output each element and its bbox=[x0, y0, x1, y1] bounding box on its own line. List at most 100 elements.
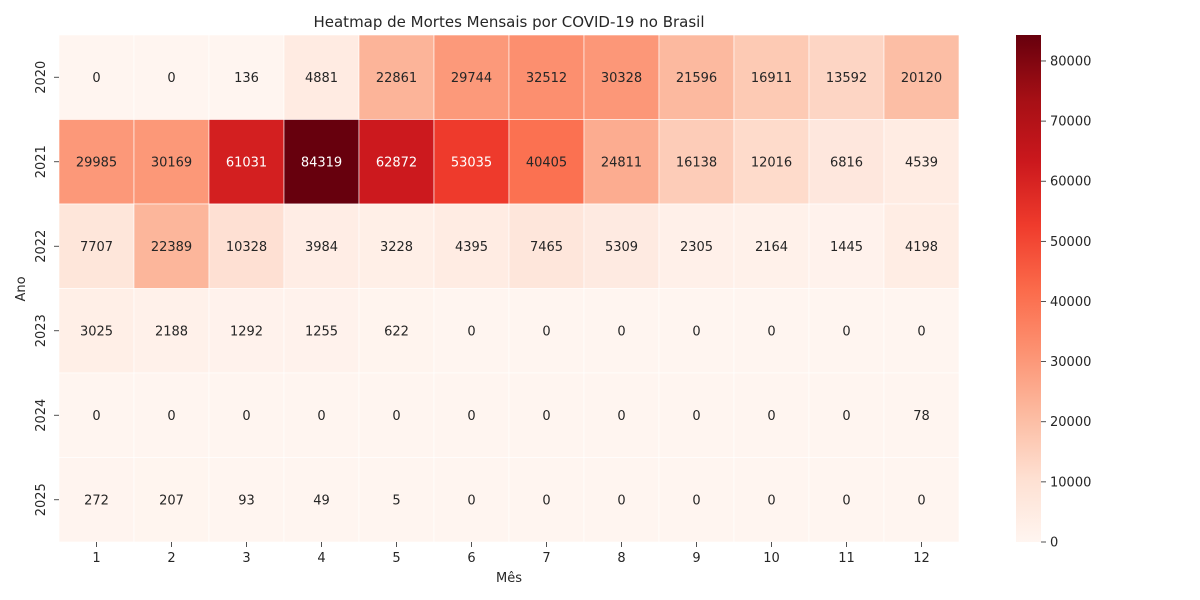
x-tick-label: 7 bbox=[542, 551, 550, 566]
cell-value-label: 78 bbox=[913, 409, 930, 424]
cell-value-label: 0 bbox=[467, 324, 475, 339]
cell-value-label: 0 bbox=[767, 493, 775, 508]
cell-value-label: 0 bbox=[392, 409, 400, 424]
colorbar bbox=[1016, 35, 1041, 542]
x-tick-label: 4 bbox=[317, 551, 325, 566]
heatmap-cell bbox=[733, 119, 810, 205]
x-tick-label: 8 bbox=[617, 551, 625, 566]
cell-value-label: 0 bbox=[617, 493, 625, 508]
x-tick-label: 9 bbox=[692, 551, 700, 566]
heatmap-cell bbox=[733, 457, 810, 543]
cell-value-label: 0 bbox=[617, 409, 625, 424]
cell-value-label: 272 bbox=[84, 493, 109, 508]
cell-value-label: 13592 bbox=[826, 71, 867, 86]
y-tick-label: 2024 bbox=[34, 399, 49, 432]
cell-value-label: 61031 bbox=[226, 155, 267, 170]
cell-value-label: 16911 bbox=[751, 71, 792, 86]
x-tick-label: 6 bbox=[467, 551, 475, 566]
heatmap-cell bbox=[133, 119, 210, 205]
heatmap-cell bbox=[283, 457, 360, 543]
cell-value-label: 29744 bbox=[451, 71, 492, 86]
cell-value-label: 207 bbox=[159, 493, 184, 508]
cell-value-label: 3984 bbox=[305, 240, 338, 255]
cell-value-label: 93 bbox=[238, 493, 255, 508]
cell-value-label: 1292 bbox=[230, 324, 263, 339]
y-axis-label: Ano bbox=[14, 276, 29, 301]
cell-value-label: 136 bbox=[234, 71, 259, 86]
heatmap-cell bbox=[583, 372, 660, 458]
heatmap-cell bbox=[583, 34, 660, 120]
heatmap-cell bbox=[883, 288, 960, 374]
heatmap-cell bbox=[808, 203, 885, 289]
colorbar-tick-label: 0 bbox=[1050, 536, 1058, 551]
heatmap-cells: 0 0 136 4881 22861 29744 32512 30328 21596 16911 1… bbox=[58, 34, 960, 543]
heatmap-cell bbox=[433, 34, 510, 120]
heatmap-cell bbox=[58, 457, 135, 543]
heatmap-cell bbox=[358, 34, 435, 120]
y-tick-label: 2022 bbox=[34, 230, 49, 263]
heatmap-cell bbox=[283, 288, 360, 374]
heatmap-cell bbox=[508, 119, 585, 205]
cell-value-label: 1255 bbox=[305, 324, 338, 339]
heatmap-cell bbox=[733, 34, 810, 120]
x-tick-label: 1 bbox=[92, 551, 100, 566]
y-tick-label: 2023 bbox=[34, 314, 49, 347]
cell-value-label: 12016 bbox=[751, 155, 792, 170]
cell-value-label: 0 bbox=[92, 71, 100, 86]
x-tick-label: 5 bbox=[392, 551, 400, 566]
y-tick-label: 2025 bbox=[34, 483, 49, 516]
cell-value-label: 5309 bbox=[605, 240, 638, 255]
cell-value-label: 0 bbox=[842, 493, 850, 508]
cell-value-label: 29985 bbox=[76, 155, 117, 170]
cell-value-label: 0 bbox=[467, 409, 475, 424]
heatmap-cell bbox=[808, 457, 885, 543]
cell-value-label: 0 bbox=[467, 493, 475, 508]
cell-value-label: 16138 bbox=[676, 155, 717, 170]
x-tick-label: 12 bbox=[913, 551, 930, 566]
heatmap-cell bbox=[358, 203, 435, 289]
cell-value-label: 32512 bbox=[526, 71, 567, 86]
cell-value-label: 4539 bbox=[905, 155, 938, 170]
cell-value-label: 53035 bbox=[451, 155, 492, 170]
cell-value-label: 2188 bbox=[155, 324, 188, 339]
heatmap-cell bbox=[208, 34, 285, 120]
cell-value-label: 22389 bbox=[151, 240, 192, 255]
cell-value-label: 0 bbox=[542, 324, 550, 339]
cell-value-label: 7707 bbox=[80, 240, 113, 255]
cell-value-label: 2305 bbox=[680, 240, 713, 255]
heatmap-cell bbox=[433, 457, 510, 543]
heatmap-cell bbox=[658, 288, 735, 374]
cell-value-label: 30328 bbox=[601, 71, 642, 86]
x-axis-label: Mês bbox=[496, 571, 522, 586]
y-tick-label: 2020 bbox=[34, 61, 49, 94]
cell-value-label: 20120 bbox=[901, 71, 942, 86]
heatmap-cell bbox=[133, 34, 210, 120]
colorbar-axis: 0 10000 20000 30000 40000 50000 60000 70000 8000… bbox=[1041, 54, 1091, 551]
x-tick-label: 3 bbox=[242, 551, 250, 566]
heatmap-cell bbox=[433, 372, 510, 458]
chart-title: Heatmap de Mortes Mensais por COVID-19 n… bbox=[313, 13, 704, 31]
heatmap-cell bbox=[583, 457, 660, 543]
colorbar-tick-label: 40000 bbox=[1050, 295, 1091, 310]
cell-value-label: 0 bbox=[692, 324, 700, 339]
y-tick-label: 2021 bbox=[34, 145, 49, 178]
heatmap-cell bbox=[208, 119, 285, 205]
cell-value-label: 622 bbox=[384, 324, 409, 339]
cell-value-label: 0 bbox=[242, 409, 250, 424]
colorbar-tick-label: 50000 bbox=[1050, 235, 1091, 250]
heatmap-cell bbox=[208, 372, 285, 458]
cell-value-label: 0 bbox=[692, 493, 700, 508]
heatmap-cell bbox=[883, 203, 960, 289]
cell-value-label: 49 bbox=[313, 493, 330, 508]
heatmap-cell bbox=[208, 203, 285, 289]
cell-value-label: 2164 bbox=[755, 240, 788, 255]
cell-value-label: 84319 bbox=[301, 155, 342, 170]
heatmap-cell bbox=[508, 288, 585, 374]
cell-value-label: 3025 bbox=[80, 324, 113, 339]
cell-value-label: 10328 bbox=[226, 240, 267, 255]
heatmap-cell bbox=[58, 34, 135, 120]
heatmap-cell bbox=[433, 288, 510, 374]
heatmap-cell bbox=[583, 119, 660, 205]
cell-value-label: 0 bbox=[92, 409, 100, 424]
x-axis: 1 2 3 4 5 6 7 8 9 10 11 12 bbox=[92, 542, 930, 566]
